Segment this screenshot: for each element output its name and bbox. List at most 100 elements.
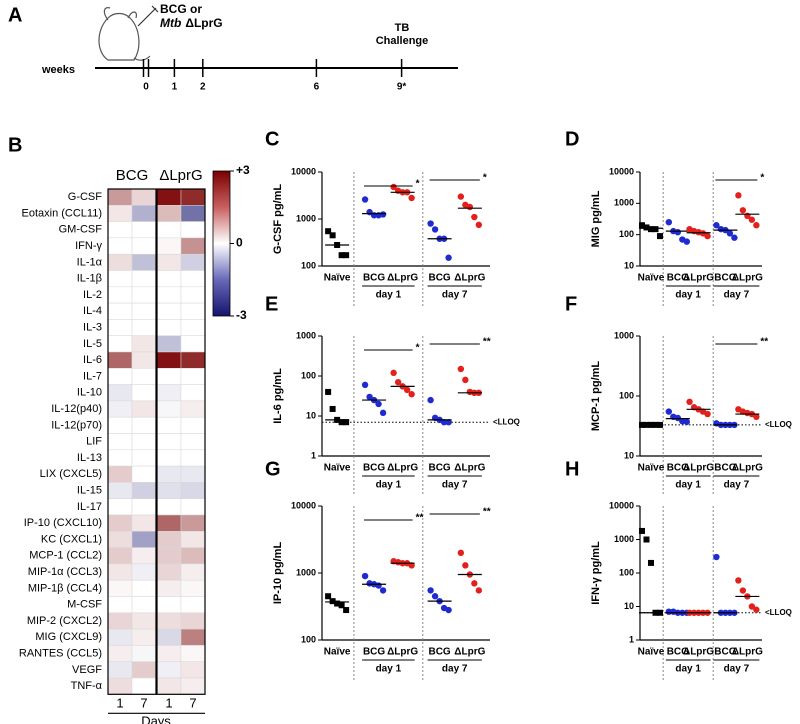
heatmap-cell xyxy=(131,482,157,499)
row-label: IL-4 xyxy=(83,305,102,317)
days-label: Days xyxy=(141,714,171,724)
heatmap-cell xyxy=(156,482,182,499)
heatmap-cell xyxy=(156,237,182,255)
group-label: Naïve xyxy=(638,273,665,284)
lloq-label: <LLOQ xyxy=(493,417,520,426)
day-label: day 7 xyxy=(724,290,750,301)
significance-label: ** xyxy=(760,337,768,348)
heatmap-cell xyxy=(131,335,157,353)
heatmap-cell xyxy=(180,400,206,418)
data-point xyxy=(475,221,483,229)
heatmap-cell xyxy=(156,368,182,385)
heatmap-cell xyxy=(107,514,133,532)
heatmap-cell xyxy=(131,645,157,662)
data-point xyxy=(338,602,345,609)
row-label: MIP-1β (CCL4) xyxy=(28,582,102,594)
row-label: IL-17 xyxy=(77,501,102,513)
group-label: ΔLprG xyxy=(732,463,763,474)
row-label: TNF-α xyxy=(71,680,103,692)
y-tick-label: 1 xyxy=(311,450,316,460)
heatmap-cell xyxy=(131,596,157,614)
significance-label: * xyxy=(416,179,420,190)
heatmap-cell xyxy=(156,514,182,532)
group-label: BCG xyxy=(428,463,450,474)
day-label: day 1 xyxy=(376,290,402,301)
significance-label: ** xyxy=(483,507,491,518)
data-point xyxy=(713,222,720,229)
significance-label: * xyxy=(416,343,420,354)
row-label: LIX (CXCL5) xyxy=(40,468,102,480)
row-label: Eotaxin (CCL11) xyxy=(22,207,103,219)
y-tick-label: 100 xyxy=(301,634,316,644)
day-label: day 1 xyxy=(376,480,402,491)
data-point xyxy=(457,365,465,373)
data-point xyxy=(674,228,682,236)
data-point xyxy=(445,254,452,261)
timeline-tick-label: 6 xyxy=(314,82,320,93)
data-point xyxy=(643,224,650,231)
heatmap-cell xyxy=(131,384,157,402)
heatmap-cell xyxy=(156,335,182,353)
heatmap-cell xyxy=(107,351,133,369)
heatmap-cell xyxy=(180,302,206,320)
heatmap-cell xyxy=(156,319,182,336)
challenge-label: Challenge xyxy=(376,35,429,47)
heatmap-cell xyxy=(156,400,182,418)
y-tick-label: 100 xyxy=(619,229,634,239)
colorbar-tick-label: +3 xyxy=(236,163,250,177)
lloq-label: <LLOQ xyxy=(765,608,792,617)
data-point xyxy=(704,232,711,240)
day-label: day 7 xyxy=(442,480,468,491)
heatmap-cell xyxy=(156,677,182,695)
data-point xyxy=(686,398,693,406)
y-tick-label: 10 xyxy=(624,450,634,460)
data-point xyxy=(379,409,387,417)
heatmap-cell xyxy=(107,335,133,353)
column-group-label: BCG xyxy=(116,167,149,184)
heatmap-cell xyxy=(131,449,157,467)
heatmap-cell xyxy=(180,579,206,597)
data-point xyxy=(329,598,336,605)
data-point xyxy=(735,577,742,584)
day-label: 1 xyxy=(116,696,123,711)
heatmap-cell xyxy=(107,645,133,662)
data-point xyxy=(343,252,350,259)
heatmap-cell xyxy=(107,221,133,239)
data-point xyxy=(431,226,439,233)
data-point xyxy=(338,252,345,259)
row-label: MIG (CXCL9) xyxy=(35,631,102,643)
heatmap-cell xyxy=(180,498,206,516)
lloq-label: <LLOQ xyxy=(765,420,792,429)
group-label: BCG xyxy=(428,273,450,284)
heatmap-cell xyxy=(107,579,133,597)
heatmap-cell xyxy=(180,188,206,206)
heatmap-cell xyxy=(131,253,157,271)
heatmap-frame xyxy=(107,188,157,695)
row-label: IL-15 xyxy=(77,484,102,496)
heatmap-cell xyxy=(107,319,133,336)
heatmap-cell xyxy=(131,547,157,565)
day-label: 7 xyxy=(140,696,147,711)
y-tick-label: 100 xyxy=(301,370,316,380)
row-label: G-CSF xyxy=(68,191,103,203)
heatmap-cell xyxy=(131,400,157,418)
day-label: day 1 xyxy=(675,664,701,675)
panel-label: H xyxy=(565,458,579,480)
data-point xyxy=(643,536,650,543)
data-point xyxy=(325,388,332,395)
data-point xyxy=(343,607,350,614)
heatmap-cell xyxy=(180,563,206,581)
y-tick-label: 1000 xyxy=(296,213,316,223)
heatmap-cell xyxy=(131,433,157,451)
row-label: MIP-1α (CCL3) xyxy=(28,566,102,578)
heatmap-cell xyxy=(180,221,206,239)
y-tick-label: 10000 xyxy=(609,166,634,176)
heatmap-cell xyxy=(131,612,157,630)
day-label: day 7 xyxy=(724,664,750,675)
data-point xyxy=(647,226,654,233)
data-point xyxy=(375,582,382,589)
data-point xyxy=(445,418,452,426)
heatmap-cell xyxy=(180,661,206,679)
group-label: BCG xyxy=(428,647,450,658)
heatmap-cell xyxy=(156,221,182,239)
